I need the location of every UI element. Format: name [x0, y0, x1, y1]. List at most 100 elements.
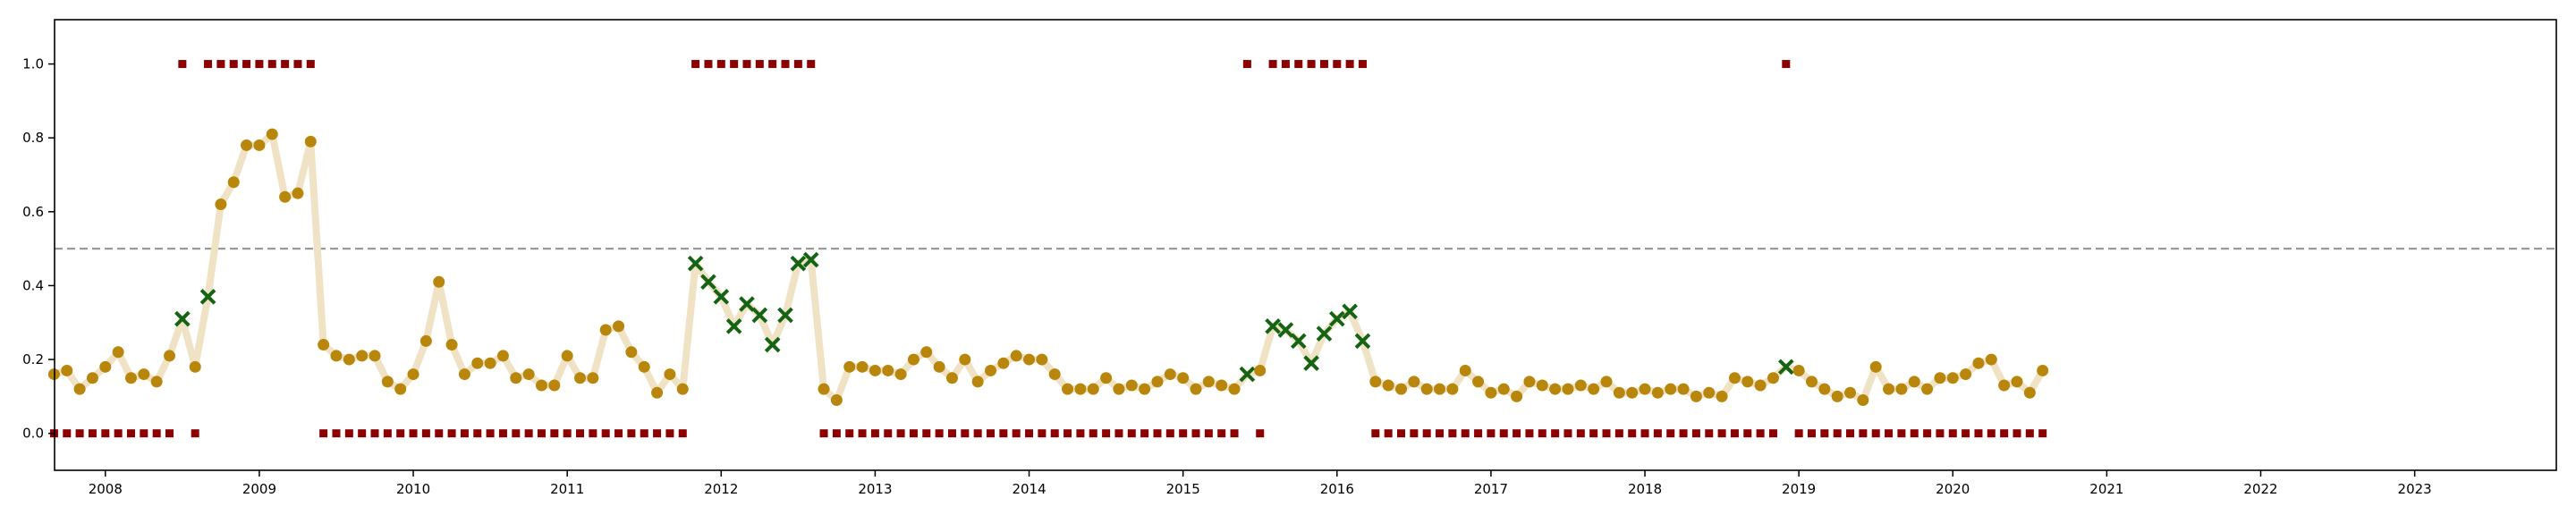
probability-point: [561, 350, 573, 362]
probability-point: [1946, 372, 1959, 384]
probability-point: [2011, 376, 2023, 388]
probability-point: [1792, 364, 1805, 376]
label-marker: [640, 429, 648, 438]
probability-point: [959, 353, 971, 366]
label-marker: [1717, 429, 1726, 438]
label-marker: [2025, 429, 2034, 438]
flagged-marker: [1239, 366, 1256, 383]
probability-point: [1536, 379, 1548, 392]
label-marker: [832, 429, 841, 438]
label-marker: [486, 429, 495, 438]
probability-point: [227, 176, 240, 189]
label-marker: [870, 429, 879, 438]
x-tick-label: 2008: [89, 481, 123, 497]
label-marker: [306, 60, 315, 69]
plot-area: 2008 2009 2010 2011 2012 2013 2014 2015 2016 2017…: [22, 19, 2557, 497]
probability-point: [1651, 386, 1664, 399]
label-marker: [1461, 429, 1470, 438]
label-marker: [1525, 429, 1534, 438]
label-marker: [563, 429, 572, 438]
probability-point: [150, 376, 163, 388]
probability-point: [1485, 386, 1497, 399]
label-marker: [1768, 429, 1777, 438]
probability-point: [1420, 383, 1433, 395]
label-marker: [1333, 60, 1342, 69]
label-marker: [1885, 429, 1894, 438]
probability-point: [124, 372, 137, 384]
label-marker: [1794, 429, 1803, 438]
label-marker: [1807, 429, 1816, 438]
flagged-marker: [764, 336, 781, 353]
label-marker: [178, 60, 187, 69]
label-marker: [987, 429, 996, 438]
probability-point: [433, 275, 445, 288]
probability-point: [2023, 386, 2036, 399]
y-tick-label: 0.0: [22, 426, 44, 442]
label-marker: [999, 429, 1008, 438]
label-marker: [973, 429, 982, 438]
label-marker: [242, 60, 251, 69]
flagged-marker: [777, 307, 793, 324]
flagged-marker: [687, 255, 704, 272]
probability-point: [61, 364, 73, 376]
probability-point: [1216, 379, 1228, 392]
label-marker: [267, 60, 276, 69]
label-marker: [1987, 429, 1996, 438]
flagged-marker: [1265, 318, 1281, 334]
x-tick-label: 2011: [550, 481, 584, 497]
label-marker: [1358, 60, 1367, 69]
label-marker: [1513, 429, 1521, 438]
probability-point: [484, 357, 496, 369]
label-marker: [576, 429, 585, 438]
label-marker: [730, 60, 739, 69]
flagged-marker: [790, 255, 807, 272]
probability-point: [1062, 383, 1074, 395]
probability-point: [920, 346, 933, 359]
probability-point: [1511, 390, 1523, 402]
y-tick-label: 0.4: [22, 277, 44, 293]
probability-point: [1754, 379, 1767, 392]
label-marker: [1538, 429, 1546, 438]
label-marker: [255, 60, 264, 69]
label-marker: [1897, 429, 1906, 438]
probability-point: [894, 368, 907, 381]
label-marker: [1628, 429, 1637, 438]
probability-point: [445, 339, 458, 351]
probability-point: [1677, 383, 1690, 395]
label-marker: [1050, 429, 1059, 438]
probability-point: [587, 372, 599, 384]
probability-point: [574, 372, 587, 384]
probability-point: [1908, 376, 1920, 388]
label-marker: [2038, 429, 2047, 438]
label-marker: [1179, 429, 1188, 438]
label-marker: [383, 429, 392, 438]
flagged-marker: [739, 296, 755, 312]
probability-point: [1921, 383, 1934, 395]
probability-point: [1151, 376, 1164, 388]
flagged-marker: [1328, 310, 1345, 327]
x-tick-label: 2022: [2243, 481, 2277, 497]
probability-point: [1960, 368, 1972, 381]
probability-point: [1177, 372, 1190, 384]
label-marker: [1307, 60, 1316, 69]
x-tick-label: 2009: [242, 481, 276, 497]
label-marker: [793, 60, 802, 69]
label-marker: [678, 429, 687, 438]
label-marker: [1666, 429, 1675, 438]
label-marker: [1281, 60, 1290, 69]
probability-point: [843, 360, 856, 373]
probability-point: [1164, 368, 1176, 381]
probability-point: [869, 364, 881, 376]
probability-point: [86, 372, 98, 384]
label-marker: [498, 429, 507, 438]
probability-point: [369, 350, 381, 362]
label-marker: [1076, 429, 1085, 438]
label-marker: [1705, 429, 1714, 438]
label-marker: [1602, 429, 1611, 438]
probability-point: [1716, 390, 1728, 402]
probability-point: [164, 350, 176, 362]
probability-point: [830, 394, 843, 407]
label-marker: [1319, 60, 1328, 69]
label-marker: [1563, 429, 1572, 438]
probability-point: [1446, 383, 1459, 395]
